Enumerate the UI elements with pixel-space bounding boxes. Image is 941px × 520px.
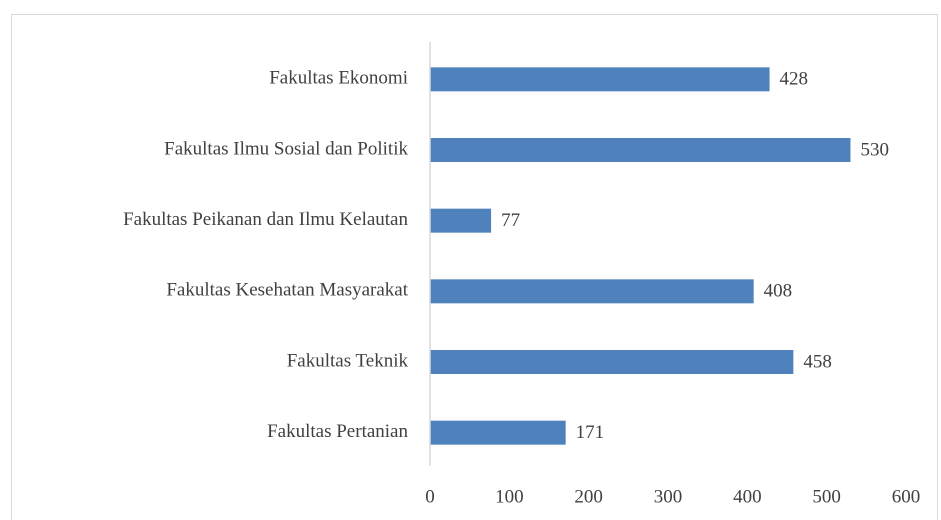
value-label: 458 (803, 351, 832, 372)
y-tick-label: Fakultas Kesehatan Masyarakat (166, 280, 408, 301)
y-tick-label: Fakultas Pertanian (267, 421, 408, 442)
x-tick-label: 200 (574, 486, 603, 507)
x-tick-label: 300 (654, 486, 683, 507)
bar (430, 350, 794, 374)
y-tick-label: Fakultas Teknik (287, 350, 409, 371)
value-label: 77 (501, 210, 520, 231)
value-label: 428 (780, 69, 809, 90)
value-label: 171 (576, 422, 605, 443)
bar (430, 279, 754, 304)
y-tick-label: Fakultas Ilmu Sosial dan Politik (164, 138, 408, 159)
x-tick-label: 500 (812, 486, 841, 507)
value-label: 408 (764, 281, 793, 302)
x-tick-label: 600 (892, 486, 921, 507)
bar (430, 67, 770, 92)
bar (430, 138, 851, 162)
value-label: 530 (860, 139, 889, 160)
bar (430, 420, 566, 445)
bar (430, 208, 492, 233)
x-tick-label: 100 (495, 486, 524, 507)
x-tick-label: 0 (425, 486, 435, 507)
x-tick-label: 400 (733, 486, 762, 507)
y-tick-label: Fakultas Peikanan dan Ilmu Kelautan (123, 209, 408, 230)
y-tick-label: Fakultas Ekonomi (269, 68, 408, 89)
